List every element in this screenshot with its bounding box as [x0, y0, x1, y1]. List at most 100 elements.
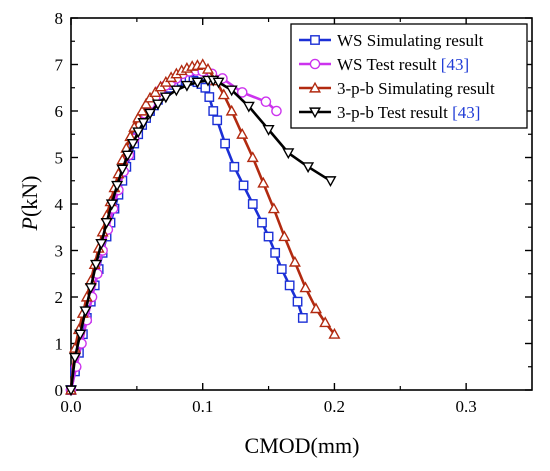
y-tick-label: 7: [55, 56, 64, 75]
data-point: [79, 306, 92, 318]
data-point: [196, 58, 209, 70]
data-point: [324, 176, 337, 188]
data-point: [299, 281, 312, 293]
x-tick-label: 0.2: [324, 397, 345, 416]
legend-item: WS Test result [43]: [299, 55, 469, 74]
data-point: [137, 118, 150, 129]
data-point: [278, 230, 291, 242]
y-tick-label: 2: [55, 288, 64, 307]
data-point: [271, 105, 282, 117]
data-point: [200, 82, 211, 93]
data-point: [90, 259, 103, 271]
data-point: [236, 87, 248, 98]
data-point: [282, 148, 295, 160]
legend-marker: [309, 58, 321, 70]
data-point: [144, 108, 157, 120]
data-point: [64, 385, 78, 397]
series-layer: [64, 58, 341, 397]
x-axis-title: CMOD(mm): [245, 433, 360, 458]
legend-marker: [310, 35, 320, 45]
data-point: [149, 86, 162, 97]
data-point: [136, 104, 149, 116]
data-point: [319, 316, 332, 328]
data-point: [201, 62, 215, 74]
legend-box: [290, 23, 528, 129]
y-tick-label: 3: [55, 242, 64, 261]
data-point: [140, 97, 153, 109]
data-point: [270, 247, 281, 258]
y-axis-title-italic: P: [17, 217, 42, 231]
x-tick-label: 0.3: [456, 397, 477, 416]
legend-label-text: 3-p-b Simulating result: [337, 79, 495, 98]
data-point: [180, 80, 193, 92]
data-point: [68, 352, 81, 364]
legend-item: WS Simulating result: [299, 31, 484, 50]
series-4: [64, 75, 337, 397]
data-point: [111, 180, 124, 192]
data-point: [288, 255, 301, 267]
data-point: [204, 92, 215, 102]
axis-ticks: 0.0 0.1 0.2 0.3 0 1 2 3 4 5 6 7 8: [55, 9, 532, 416]
y-tick-label: 8: [55, 9, 64, 28]
data-point: [229, 161, 240, 172]
data-point: [242, 101, 255, 113]
legend-label: WS Test result [43]: [337, 55, 469, 74]
data-point: [260, 96, 272, 107]
data-point: [328, 327, 341, 339]
data-point: [159, 92, 172, 104]
series-2: [65, 65, 282, 396]
legend-item: 3-p-b Test result [43]: [299, 103, 480, 122]
data-point: [105, 199, 118, 211]
data-point: [208, 106, 219, 116]
data-point: [100, 218, 113, 229]
data-point: [74, 329, 87, 341]
y-tick-label: 1: [55, 335, 64, 354]
data-point: [247, 199, 258, 209]
legend-item: 3-p-b Simulating result: [299, 79, 495, 98]
data-point: [236, 127, 249, 139]
legend-marker: [308, 81, 322, 93]
data-point: [84, 283, 97, 294]
legend-label-text: 3-p-b Test result: [337, 103, 452, 122]
legend-reference: [43]: [441, 55, 469, 74]
legend-label: WS Simulating result: [337, 31, 484, 50]
y-axis-title: P(kN): [17, 176, 42, 232]
legend-reference: [43]: [452, 103, 480, 122]
data-point: [267, 202, 280, 214]
x-tick-label: 0.1: [192, 397, 213, 416]
legend-label-text: WS Test result: [337, 55, 441, 74]
data-point: [302, 162, 315, 174]
y-tick-label: 5: [55, 149, 64, 168]
data-point: [225, 85, 238, 97]
legend-marker: [308, 107, 322, 119]
data-point: [95, 238, 108, 250]
data-point: [212, 77, 225, 89]
data-point: [220, 138, 231, 149]
data-point: [309, 302, 323, 314]
data-point: [297, 313, 308, 323]
y-tick-label: 4: [55, 195, 64, 214]
data-point: [276, 264, 287, 274]
data-point: [257, 217, 267, 228]
legend-label: 3-p-b Simulating result: [337, 79, 495, 98]
data-point: [217, 88, 230, 100]
data-point: [191, 77, 204, 89]
data-point: [257, 176, 270, 188]
data-point: [246, 151, 259, 163]
legend-label-text: WS Simulating result: [337, 31, 484, 50]
data-point: [225, 104, 238, 116]
data-point: [121, 150, 134, 162]
data-point: [151, 99, 164, 111]
data-point: [284, 280, 295, 291]
y-axis-title-rest: (kN): [17, 176, 42, 218]
data-point: [212, 115, 223, 126]
data-point: [126, 138, 139, 150]
data-point: [262, 125, 275, 136]
y-tick-label: 6: [55, 102, 64, 121]
data-point: [116, 164, 129, 176]
data-point: [170, 85, 183, 97]
legend-label: 3-p-b Test result [43]: [337, 103, 480, 122]
data-point: [292, 296, 303, 307]
